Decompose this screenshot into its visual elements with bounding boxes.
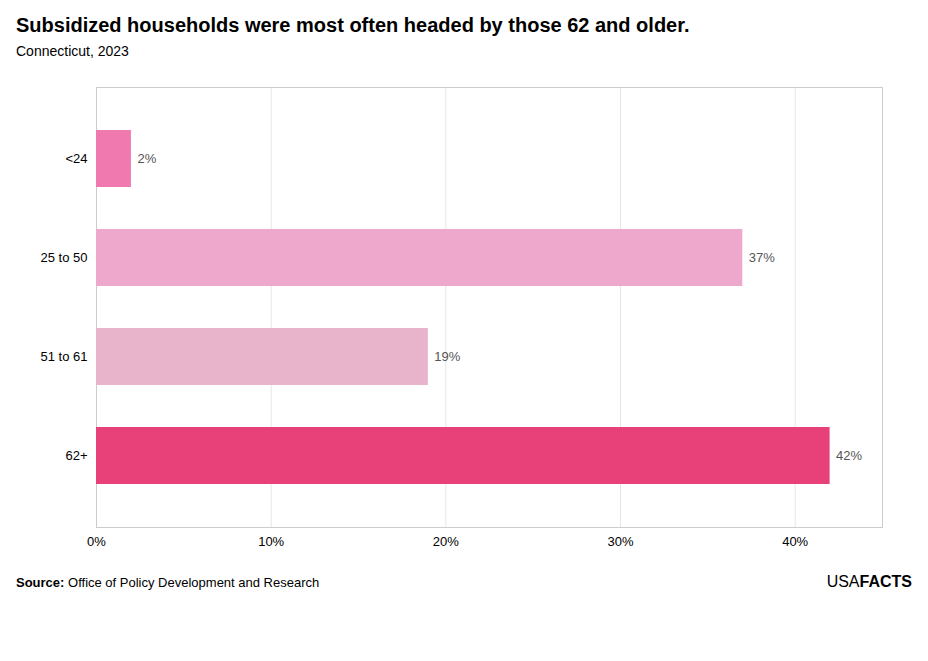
svg-text:62+: 62+ xyxy=(65,448,87,463)
html-text:Subsidized households were mos: Subsidized households were most often he… xyxy=(16,14,690,36)
svg-text:10%: 10% xyxy=(258,534,284,549)
svg-text:25 to 50: 25 to 50 xyxy=(41,250,88,265)
svg-text:2%: 2% xyxy=(137,151,156,166)
svg-text:51 to 61: 51 to 61 xyxy=(41,349,88,364)
html-text:USA FACTS: USA FACTS xyxy=(826,573,912,590)
svg-text:42%: 42% xyxy=(836,448,862,463)
svg-text:19%: 19% xyxy=(434,349,460,364)
svg-text:<24: <24 xyxy=(65,151,87,166)
svg-text:30%: 30% xyxy=(607,534,633,549)
svg-text:37%: 37% xyxy=(749,250,775,265)
svg-text:0%: 0% xyxy=(87,534,106,549)
html-text:Connecticut, 2023: Connecticut, 2023 xyxy=(16,43,129,59)
svg-text:40%: 40% xyxy=(782,534,808,549)
html-text:Source: Office of Policy Devel: Source: Office of Policy Development and… xyxy=(16,574,320,590)
svg-text:20%: 20% xyxy=(433,534,459,549)
